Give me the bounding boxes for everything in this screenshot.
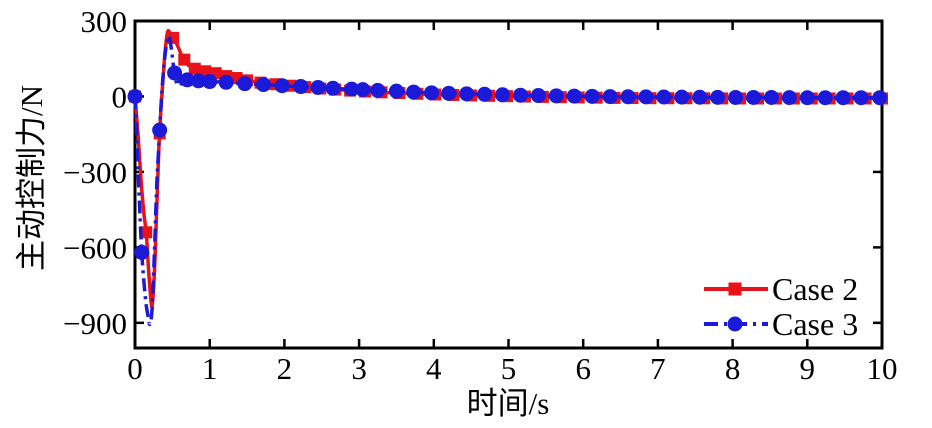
case3-circle-marker [710,89,726,105]
case3-circle-marker [255,77,271,93]
case3-circle-marker [728,89,744,105]
case3-curve [133,33,882,327]
case3-circle-marker [237,76,253,92]
y-tick-label: 0 [112,79,128,114]
x-tick-label: 8 [725,351,741,386]
case3-circle-marker [817,90,833,106]
case3-circle-marker [548,88,564,104]
case3-circle-marker [638,89,654,105]
case3-circle-marker [477,86,493,102]
case3-circle-marker [424,85,440,101]
case3-circle-marker [620,89,636,105]
case3-circle-marker [459,86,475,102]
x-axis-label: 时间/s [467,386,550,421]
case3-circle-marker [293,79,309,95]
x-tick-label: 3 [351,351,367,386]
series-case2 [129,28,888,308]
x-tick-label: 9 [800,351,816,386]
y-tick-label: −600 [63,230,127,265]
case3-circle-marker [799,90,815,106]
case3-circle-marker [602,89,618,105]
plot-border [133,19,884,350]
legend-case2-label: Case 2 [772,271,858,307]
case3-circle-marker [781,90,797,106]
case3-circle-marker [134,244,150,260]
case3-circle-marker [674,89,690,105]
case3-circle-marker [152,122,168,138]
legend: Case 2 Case 3 [704,271,858,342]
x-tick-label: 6 [575,351,591,386]
x-tick-label: 2 [277,351,293,386]
x-tick-label: 5 [501,351,517,386]
axis-tick-labels: 0 1 2 3 4 5 6 7 8 9 10 300 0 −300 −600 −900 [63,4,897,386]
case3-circle-marker [218,74,234,90]
case3-circle-marker [167,65,183,81]
case3-circle-marker [274,78,290,94]
case3-circle-marker [584,88,600,104]
case3-circle-marker [355,82,371,98]
x-tick-label: 1 [202,351,218,386]
y-axis-label: 主动控制力/N [14,85,49,271]
case3-circle-marker [512,87,528,103]
case3-circle-marker [692,89,708,105]
series-case3 [127,33,888,327]
case3-circle-marker [190,73,206,89]
case2-square-marker [188,62,201,75]
case3-circle-marker [370,82,386,98]
x-tick-label: 7 [650,351,666,386]
legend-case3-circle-marker-icon [727,316,743,332]
y-tick-label: −900 [63,306,127,341]
case3-circle-marker [530,88,546,104]
case3-circle-marker [495,87,511,103]
case2-square-marker [140,226,153,239]
case3-circle-marker [406,84,422,100]
case3-circle-marker [853,90,869,106]
x-tick-label: 4 [426,351,442,386]
case2-square-marker [178,53,191,66]
case3-circle-marker [872,90,888,106]
x-tick-label: 0 [127,351,143,386]
case3-circle-marker [179,72,195,88]
case3-circle-marker [656,89,672,105]
legend-case2-square-marker-icon [728,282,742,296]
case3-circle-marker [202,74,218,90]
case3-circle-marker [566,88,582,104]
x-tick-label: 10 [867,351,898,386]
case3-circle-marker [441,85,457,101]
case3-circle-marker [763,89,779,105]
case3-circle-marker [127,88,143,104]
case2-curve [133,28,882,308]
case3-circle-marker [325,80,341,96]
case3-circle-marker [388,83,404,99]
y-tick-label: 300 [81,4,128,39]
case3-circle-marker [746,89,762,105]
legend-case3-label: Case 3 [772,306,858,342]
case3-circle-marker [310,79,326,95]
y-tick-label: −300 [63,155,127,190]
axis-ticks [133,19,884,348]
case3-circle-marker [835,90,851,106]
case3-circle-marker [344,81,360,97]
